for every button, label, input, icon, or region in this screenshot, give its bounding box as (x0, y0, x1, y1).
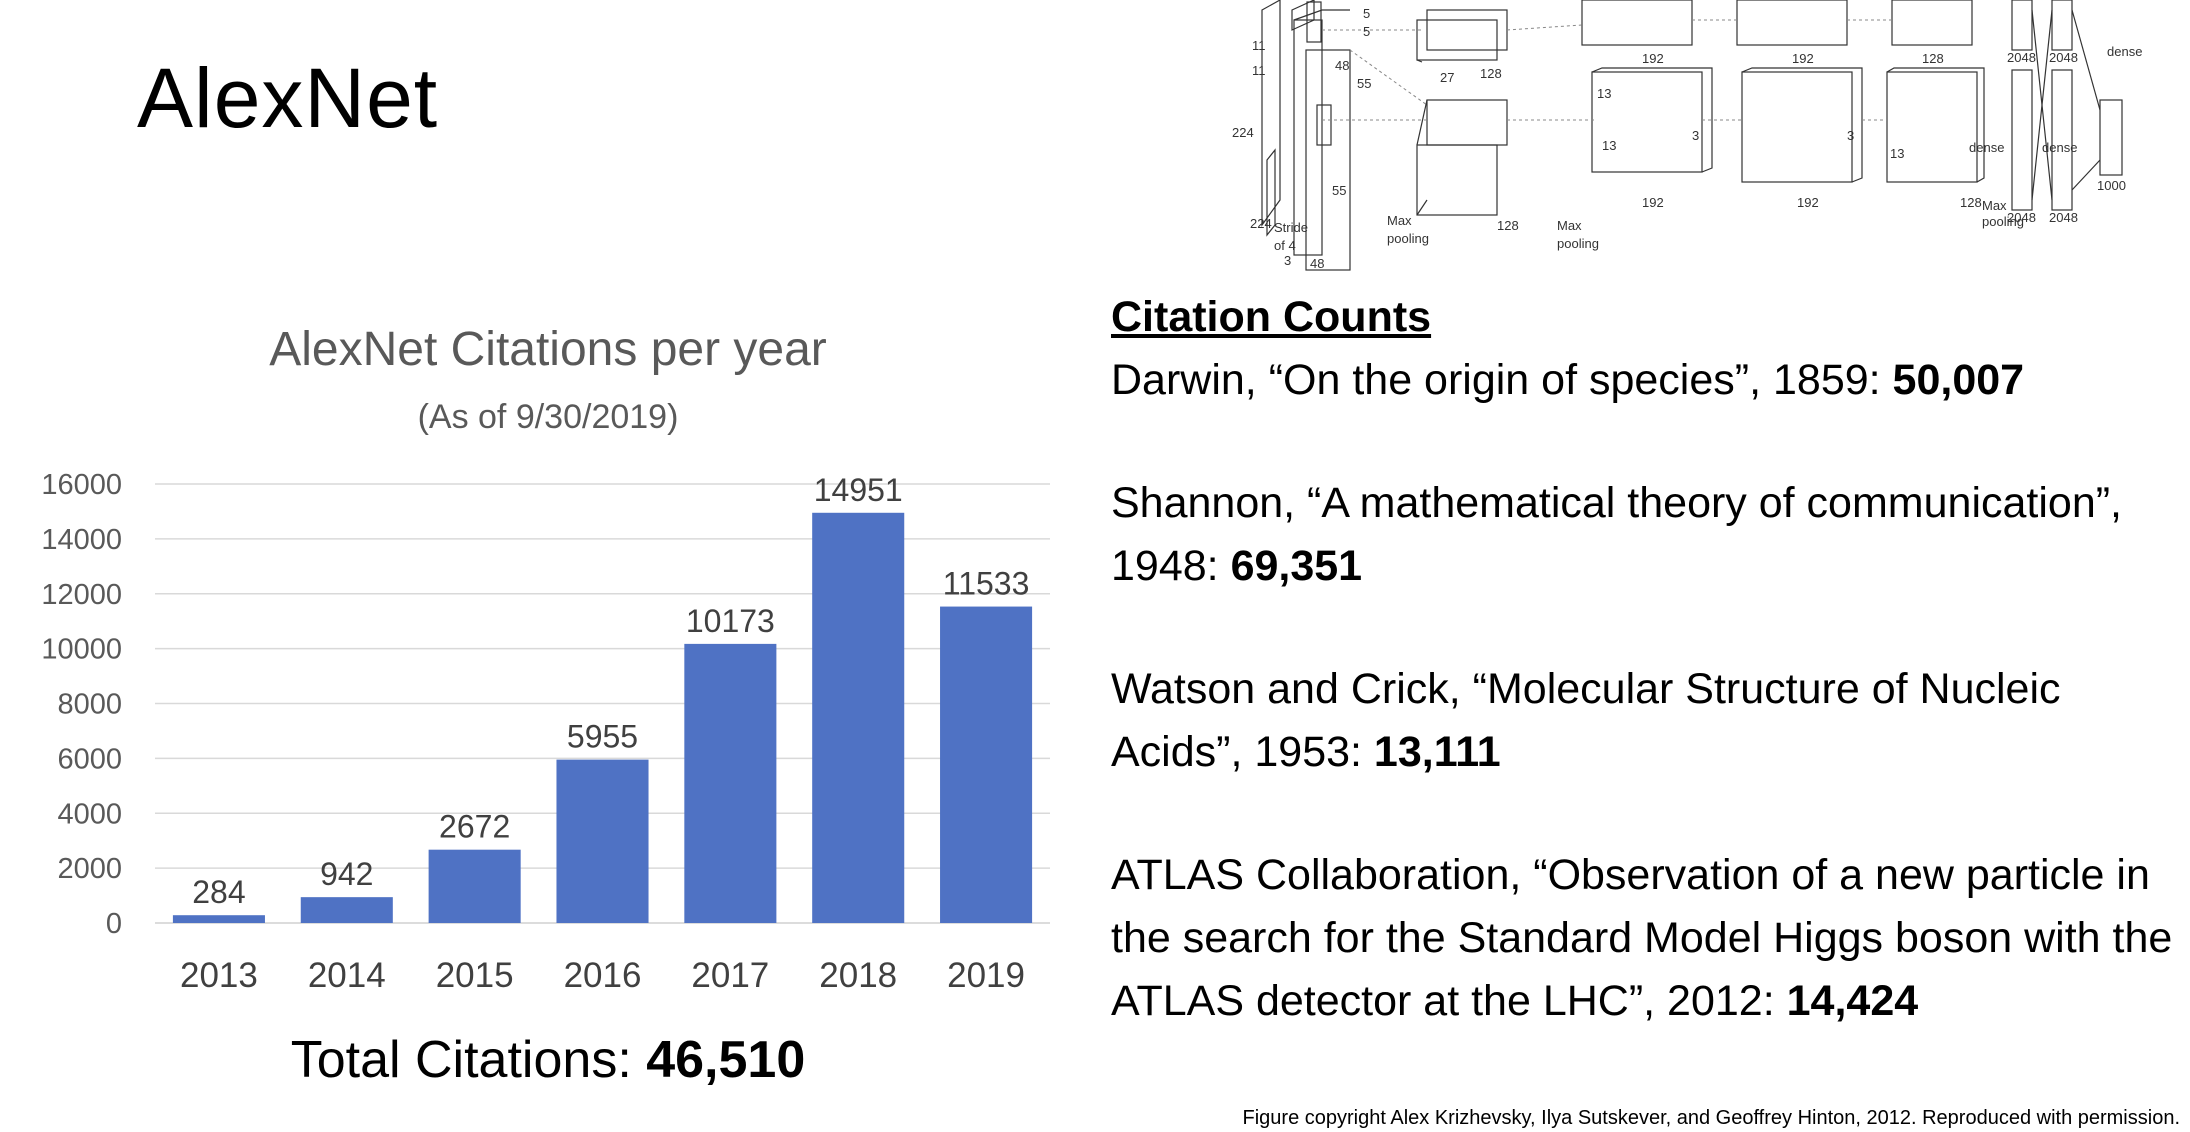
diagram-label: dense (2042, 140, 2077, 155)
citation-count: 69,351 (1230, 542, 1363, 590)
y-tick-label: 4000 (57, 798, 122, 830)
total-citations-label: Total Citations: (290, 1031, 647, 1089)
diagram-label: 5 (1363, 24, 1370, 39)
citation-text: Watson and Crick, “Molecular Structure o… (1111, 665, 2061, 776)
diagram-label: 13 (1597, 86, 1611, 101)
diagram-label: 192 (1642, 51, 1664, 66)
citation-count: 50,007 (1892, 356, 2025, 404)
x-tick-label: 2017 (691, 956, 769, 995)
data-label: 10173 (686, 603, 775, 639)
bar (684, 643, 777, 923)
figure-copyright: Figure copyright Alex Krizhevsky, Ilya S… (1242, 1107, 2181, 1129)
y-tick-label: 10000 (41, 634, 122, 666)
data-label: 284 (192, 874, 245, 910)
slide-title: AlexNet (137, 51, 439, 145)
diagram-label: Stride (1274, 220, 1308, 235)
bar (940, 606, 1033, 923)
diagram-label: 48 (1335, 58, 1349, 73)
data-label: 11533 (943, 566, 1030, 602)
citation-text: Shannon, “A mathematical theory of commu… (1111, 479, 2123, 590)
diagram-label: 13 (1890, 146, 1904, 161)
bar (172, 915, 265, 923)
diagram-label: 224 (1232, 125, 1254, 140)
diagram-label: Max (1982, 198, 2007, 213)
y-tick-label: 14000 (41, 524, 122, 556)
diagram-label: 2048 (2049, 50, 2078, 65)
x-tick-label: 2013 (180, 956, 258, 995)
diagram-label: 128 (1480, 66, 1502, 81)
diagram-label: 128 (1497, 218, 1519, 233)
citation-counts-heading: Citation Counts (1111, 293, 1432, 341)
diagram-label: of 4 (1274, 238, 1296, 253)
data-label: 14951 (814, 472, 903, 508)
diagram-label: 3 (1284, 253, 1291, 268)
diagram-label: 224 (1250, 216, 1272, 231)
diagram-label: dense (1969, 140, 2004, 155)
diagram-label: pooling (1387, 231, 1429, 246)
diagram-label: 2048 (2007, 50, 2036, 65)
diagram-label: 48 (1310, 256, 1324, 271)
diagram-label: 27 (1440, 70, 1454, 85)
total-citations: Total Citations: 46,510 (0, 1030, 1096, 1090)
diagram-label: 55 (1332, 183, 1346, 198)
diagram-label: 192 (1642, 195, 1664, 210)
chart-subtitle: (As of 9/30/2019) (417, 398, 679, 436)
y-tick-label: 2000 (57, 853, 122, 885)
citation-text: ATLAS Collaboration, “Observation of a n… (1111, 851, 2173, 1025)
citations-bar-chart: 0 2000 4000 6000 8000 10000 12000 14000 16000 284… (41, 469, 1050, 995)
diagram-label: Max (1387, 213, 1412, 228)
diagram-label: 11 (1252, 38, 1266, 53)
diagram-label: 3 (1692, 128, 1699, 143)
x-tick-label: 2014 (308, 956, 386, 995)
diagram-label: 192 (1797, 195, 1819, 210)
diagram-label: pooling (1982, 214, 2024, 229)
diagram-label: pooling (1557, 236, 1599, 251)
total-citations-value: 46,510 (646, 1031, 806, 1089)
y-tick-label: 16000 (41, 469, 122, 501)
citation-count: 14,424 (1786, 977, 1919, 1025)
alexnet-architecture-diagram: 5 5 48 55 27 128 192 192 128 2048 2048 d… (1232, 0, 2142, 271)
data-label: 5955 (567, 719, 638, 755)
diagram-label: dense (2107, 44, 2142, 59)
diagram-label: Max (1557, 218, 1582, 233)
citation-entry: Shannon, “A mathematical theory of commu… (1111, 472, 2190, 598)
diagram-label: 13 (1602, 138, 1616, 153)
bar (812, 512, 905, 923)
diagram-label: 128 (1922, 51, 1944, 66)
bar (300, 897, 393, 923)
diagram-label: 3 (1847, 128, 1854, 143)
citation-count: 13,111 (1373, 728, 1501, 776)
y-tick-label: 6000 (57, 743, 122, 775)
y-tick-label: 12000 (41, 579, 122, 611)
diagram-label: 192 (1792, 51, 1814, 66)
data-label: 2672 (439, 809, 510, 845)
diagram-label: 55 (1357, 76, 1371, 91)
citation-text: Darwin, “On the origin of species”, 1859… (1111, 356, 1893, 404)
bar (428, 849, 521, 923)
x-tick-label: 2019 (947, 956, 1025, 995)
citation-entry: Darwin, “On the origin of species”, 1859… (1111, 349, 2190, 412)
data-label: 942 (320, 856, 373, 892)
y-tick-label: 0 (106, 908, 122, 940)
citation-entry: Watson and Crick, “Molecular Structure o… (1111, 658, 2190, 784)
y-tick-label: 8000 (57, 689, 122, 721)
x-tick-label: 2016 (564, 956, 642, 995)
x-tick-label: 2018 (819, 956, 897, 995)
diagram-label: 5 (1363, 6, 1370, 21)
chart-title: AlexNet Citations per year (269, 323, 827, 376)
diagram-label: 128 (1960, 195, 1982, 210)
diagram-label: 2048 (2007, 210, 2036, 225)
bar (556, 759, 649, 923)
diagram-label: 1000 (2097, 178, 2126, 193)
diagram-label: 2048 (2049, 210, 2078, 225)
citation-entry: ATLAS Collaboration, “Observation of a n… (1111, 844, 2190, 1033)
diagram-label: 11 (1252, 63, 1266, 78)
citation-counts: Citation Counts Darwin, “On the origin o… (1111, 286, 2190, 1093)
x-tick-label: 2015 (436, 956, 514, 995)
